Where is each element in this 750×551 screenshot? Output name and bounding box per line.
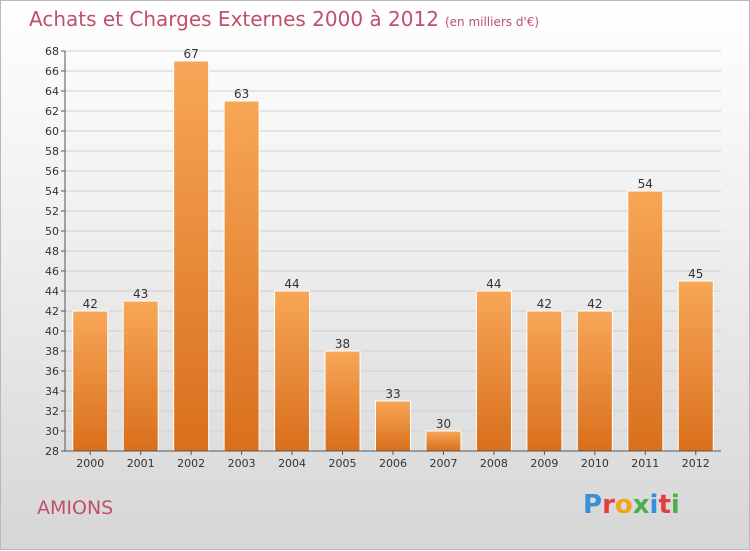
y-tick-label: 28 <box>45 445 59 458</box>
y-tick-label: 40 <box>45 325 59 338</box>
logo-letter: o <box>614 490 633 520</box>
bar <box>324 350 361 452</box>
data-label: 42 <box>83 297 98 311</box>
data-label: 30 <box>436 417 451 431</box>
bar <box>122 300 159 452</box>
data-label: 54 <box>638 177 653 191</box>
x-tick-label: 2008 <box>480 457 508 470</box>
data-label: 43 <box>133 287 148 301</box>
x-tick-label: 2011 <box>631 457 659 470</box>
bar <box>475 290 512 452</box>
y-tick-label: 36 <box>45 365 59 378</box>
y-tick-label: 56 <box>45 165 59 178</box>
data-label: 63 <box>234 87 249 101</box>
bar <box>576 310 613 452</box>
x-tick-label: 2012 <box>682 457 710 470</box>
bar <box>274 290 311 452</box>
y-tick-label: 50 <box>45 225 59 238</box>
chart-unit: (en milliers d'€) <box>444 15 540 29</box>
y-tick-label: 66 <box>45 65 59 78</box>
x-tick-label: 2002 <box>177 457 205 470</box>
bar <box>627 190 664 452</box>
y-tick-label: 46 <box>45 265 59 278</box>
y-tick-label: 64 <box>45 85 59 98</box>
chart-title: Achats et Charges Externes 2000 à 2012 (e… <box>29 7 539 31</box>
logo-letter: i <box>649 490 659 520</box>
data-label: 45 <box>688 267 703 281</box>
y-tick-label: 32 <box>45 405 59 418</box>
y-axis: 28 30 32 34 36 38 40 42 44 46 48 50 52 54 56 58 60 62 64 66… <box>45 45 66 458</box>
y-tick-label: 38 <box>45 345 59 358</box>
bar <box>375 400 411 452</box>
x-tick-label: 2010 <box>581 457 609 470</box>
bar <box>425 430 462 452</box>
logo-letter: t <box>658 490 671 520</box>
bar <box>72 310 109 452</box>
x-tick-label: 2007 <box>429 457 457 470</box>
y-tick-label: 58 <box>45 145 59 158</box>
data-label: 44 <box>284 277 299 291</box>
bar <box>526 310 563 452</box>
x-tick-label: 2003 <box>228 457 256 470</box>
data-label: 42 <box>587 297 602 311</box>
x-tick-label: 2009 <box>530 457 558 470</box>
town-name: AMIONS <box>37 497 114 519</box>
y-tick-label: 60 <box>45 125 59 138</box>
y-tick-label: 30 <box>45 425 59 438</box>
chart-title-text: Achats et Charges Externes 2000 à 2012 <box>29 7 439 31</box>
x-axis: 2000 2001 2002 2003 2004 2005 2006 2007 2008 2009… <box>65 450 721 470</box>
logo-letter: P <box>583 490 603 520</box>
bar <box>677 280 714 452</box>
logo-letter: i <box>670 490 680 520</box>
y-tick-label: 52 <box>45 205 59 218</box>
data-label: 44 <box>486 277 501 291</box>
y-tick-label: 68 <box>45 45 59 58</box>
data-label: 38 <box>335 337 350 351</box>
y-tick-label: 62 <box>45 105 59 118</box>
logo-letter: r <box>602 490 615 520</box>
y-tick-label: 48 <box>45 245 59 258</box>
data-label: 42 <box>537 297 552 311</box>
x-tick-label: 2006 <box>379 457 407 470</box>
proxiti-logo: Proxiti <box>583 490 680 520</box>
y-tick-label: 42 <box>45 305 59 318</box>
x-tick-label: 2005 <box>329 457 357 470</box>
bar <box>173 60 210 452</box>
y-tick-label: 34 <box>45 385 59 398</box>
bars: 42 43 67 63 44 38 33 30 44 42 42 54 45 <box>72 47 714 452</box>
x-tick-label: 2004 <box>278 457 306 470</box>
data-label: 33 <box>385 387 400 401</box>
y-tick-label: 54 <box>45 185 59 198</box>
x-tick-label: 2000 <box>76 457 104 470</box>
x-tick-label: 2001 <box>127 457 155 470</box>
logo-letter: x <box>632 490 650 520</box>
data-label: 67 <box>184 47 199 61</box>
bar <box>223 100 260 452</box>
y-tick-label: 44 <box>45 285 59 298</box>
